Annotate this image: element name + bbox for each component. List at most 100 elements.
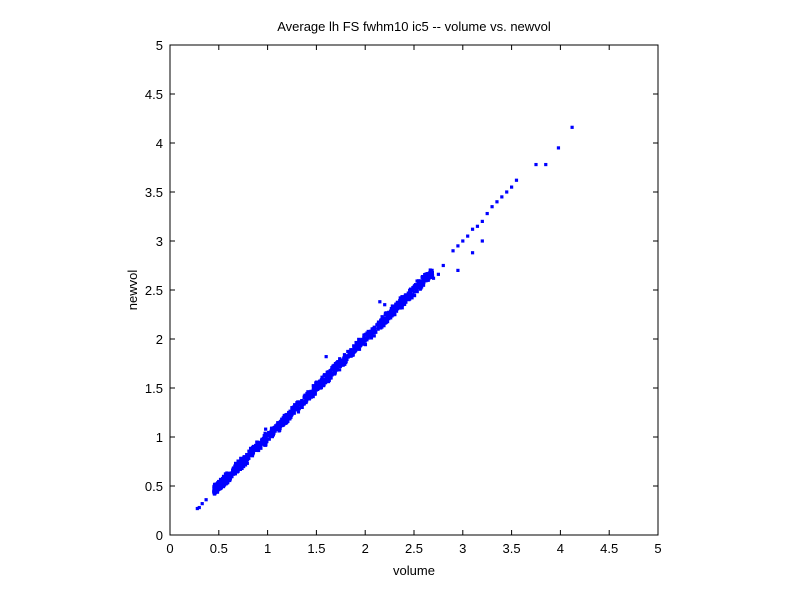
data-point <box>398 299 402 303</box>
data-point <box>322 374 326 378</box>
data-point <box>319 386 323 390</box>
data-point <box>242 464 246 469</box>
y-tick-label: 0 <box>156 528 163 543</box>
data-point <box>197 505 201 510</box>
data-point <box>254 444 259 448</box>
data-point <box>313 392 317 396</box>
data-point <box>258 444 262 448</box>
data-point <box>364 332 368 336</box>
y-tick-label: 2.5 <box>145 283 163 298</box>
data-point <box>319 382 323 386</box>
data-point <box>215 489 219 493</box>
data-point <box>384 320 388 325</box>
data-point <box>284 413 288 417</box>
data-point <box>427 276 432 280</box>
data-point <box>376 325 381 329</box>
data-point <box>200 502 204 506</box>
data-point <box>225 477 230 481</box>
data-point <box>335 365 339 369</box>
data-point <box>285 416 289 421</box>
data-point <box>282 415 286 419</box>
data-point <box>290 406 295 410</box>
data-point <box>419 279 423 283</box>
data-point <box>352 350 356 354</box>
data-point <box>495 200 499 204</box>
chart-title: Average lh FS fwhm10 ic5 -- volume vs. n… <box>277 19 551 34</box>
data-point <box>342 353 347 357</box>
data-point <box>235 470 239 474</box>
data-point <box>236 461 240 465</box>
data-point <box>195 506 199 511</box>
x-tick-label: 0.5 <box>210 541 228 556</box>
data-point <box>241 457 245 461</box>
data-point <box>406 295 410 300</box>
data-point <box>321 380 326 384</box>
data-point <box>378 319 383 323</box>
data-point <box>398 306 402 310</box>
data-point <box>299 405 304 409</box>
data-point <box>328 372 332 377</box>
data-point <box>335 361 339 365</box>
y-axis-label: newvol <box>125 270 140 311</box>
data-point <box>305 391 309 396</box>
data-point <box>330 366 334 370</box>
data-point <box>359 340 363 344</box>
data-point <box>270 435 274 439</box>
data-point <box>319 378 323 382</box>
data-point <box>326 370 330 374</box>
data-point <box>418 286 422 290</box>
data-point <box>288 416 292 420</box>
y-tick-label: 1 <box>156 430 163 445</box>
data-point <box>461 239 465 243</box>
data-point <box>376 327 380 331</box>
data-point <box>428 268 432 272</box>
data-point <box>430 271 434 275</box>
y-tick-labels: 0 0.5 1 1.5 2 2.5 3 3.5 4 4.5 5 <box>145 38 163 543</box>
data-point <box>278 420 282 424</box>
data-point <box>362 335 366 340</box>
data-point <box>383 313 387 317</box>
y-tick-label: 5 <box>156 38 163 53</box>
data-point <box>404 299 408 303</box>
data-point <box>301 400 305 404</box>
data-point <box>408 288 412 292</box>
data-point <box>377 323 381 327</box>
data-point <box>278 428 282 432</box>
data-point <box>264 435 268 439</box>
data-point <box>216 484 221 488</box>
data-point <box>309 391 313 395</box>
data-point <box>345 357 349 362</box>
data-point <box>373 328 377 333</box>
data-point <box>426 278 430 282</box>
data-point <box>370 327 375 332</box>
data-point <box>337 361 341 366</box>
data-point <box>292 408 296 412</box>
data-point <box>401 298 406 303</box>
data-point <box>220 483 224 488</box>
data-point <box>245 461 249 465</box>
data-point <box>354 340 358 345</box>
y-tick-label: 4.5 <box>145 87 163 102</box>
data-point <box>395 307 400 311</box>
data-point <box>332 363 336 368</box>
data-point <box>220 480 224 484</box>
data-point <box>294 403 298 407</box>
x-axis-label: volume <box>393 563 435 578</box>
data-point <box>240 466 244 471</box>
data-point <box>235 467 239 472</box>
data-point <box>421 275 425 280</box>
data-point <box>263 438 267 442</box>
data-point <box>314 381 318 385</box>
data-point <box>416 281 420 285</box>
data-point <box>490 205 494 209</box>
data-point <box>380 325 384 329</box>
x-tick-label: 1.5 <box>307 541 325 556</box>
data-point <box>220 478 225 482</box>
data-point <box>421 278 425 283</box>
x-tick-label: 0 <box>166 541 173 556</box>
data-point <box>252 447 256 451</box>
data-point <box>466 234 470 238</box>
data-point <box>344 360 348 365</box>
data-point <box>436 272 440 276</box>
data-point <box>229 471 233 475</box>
